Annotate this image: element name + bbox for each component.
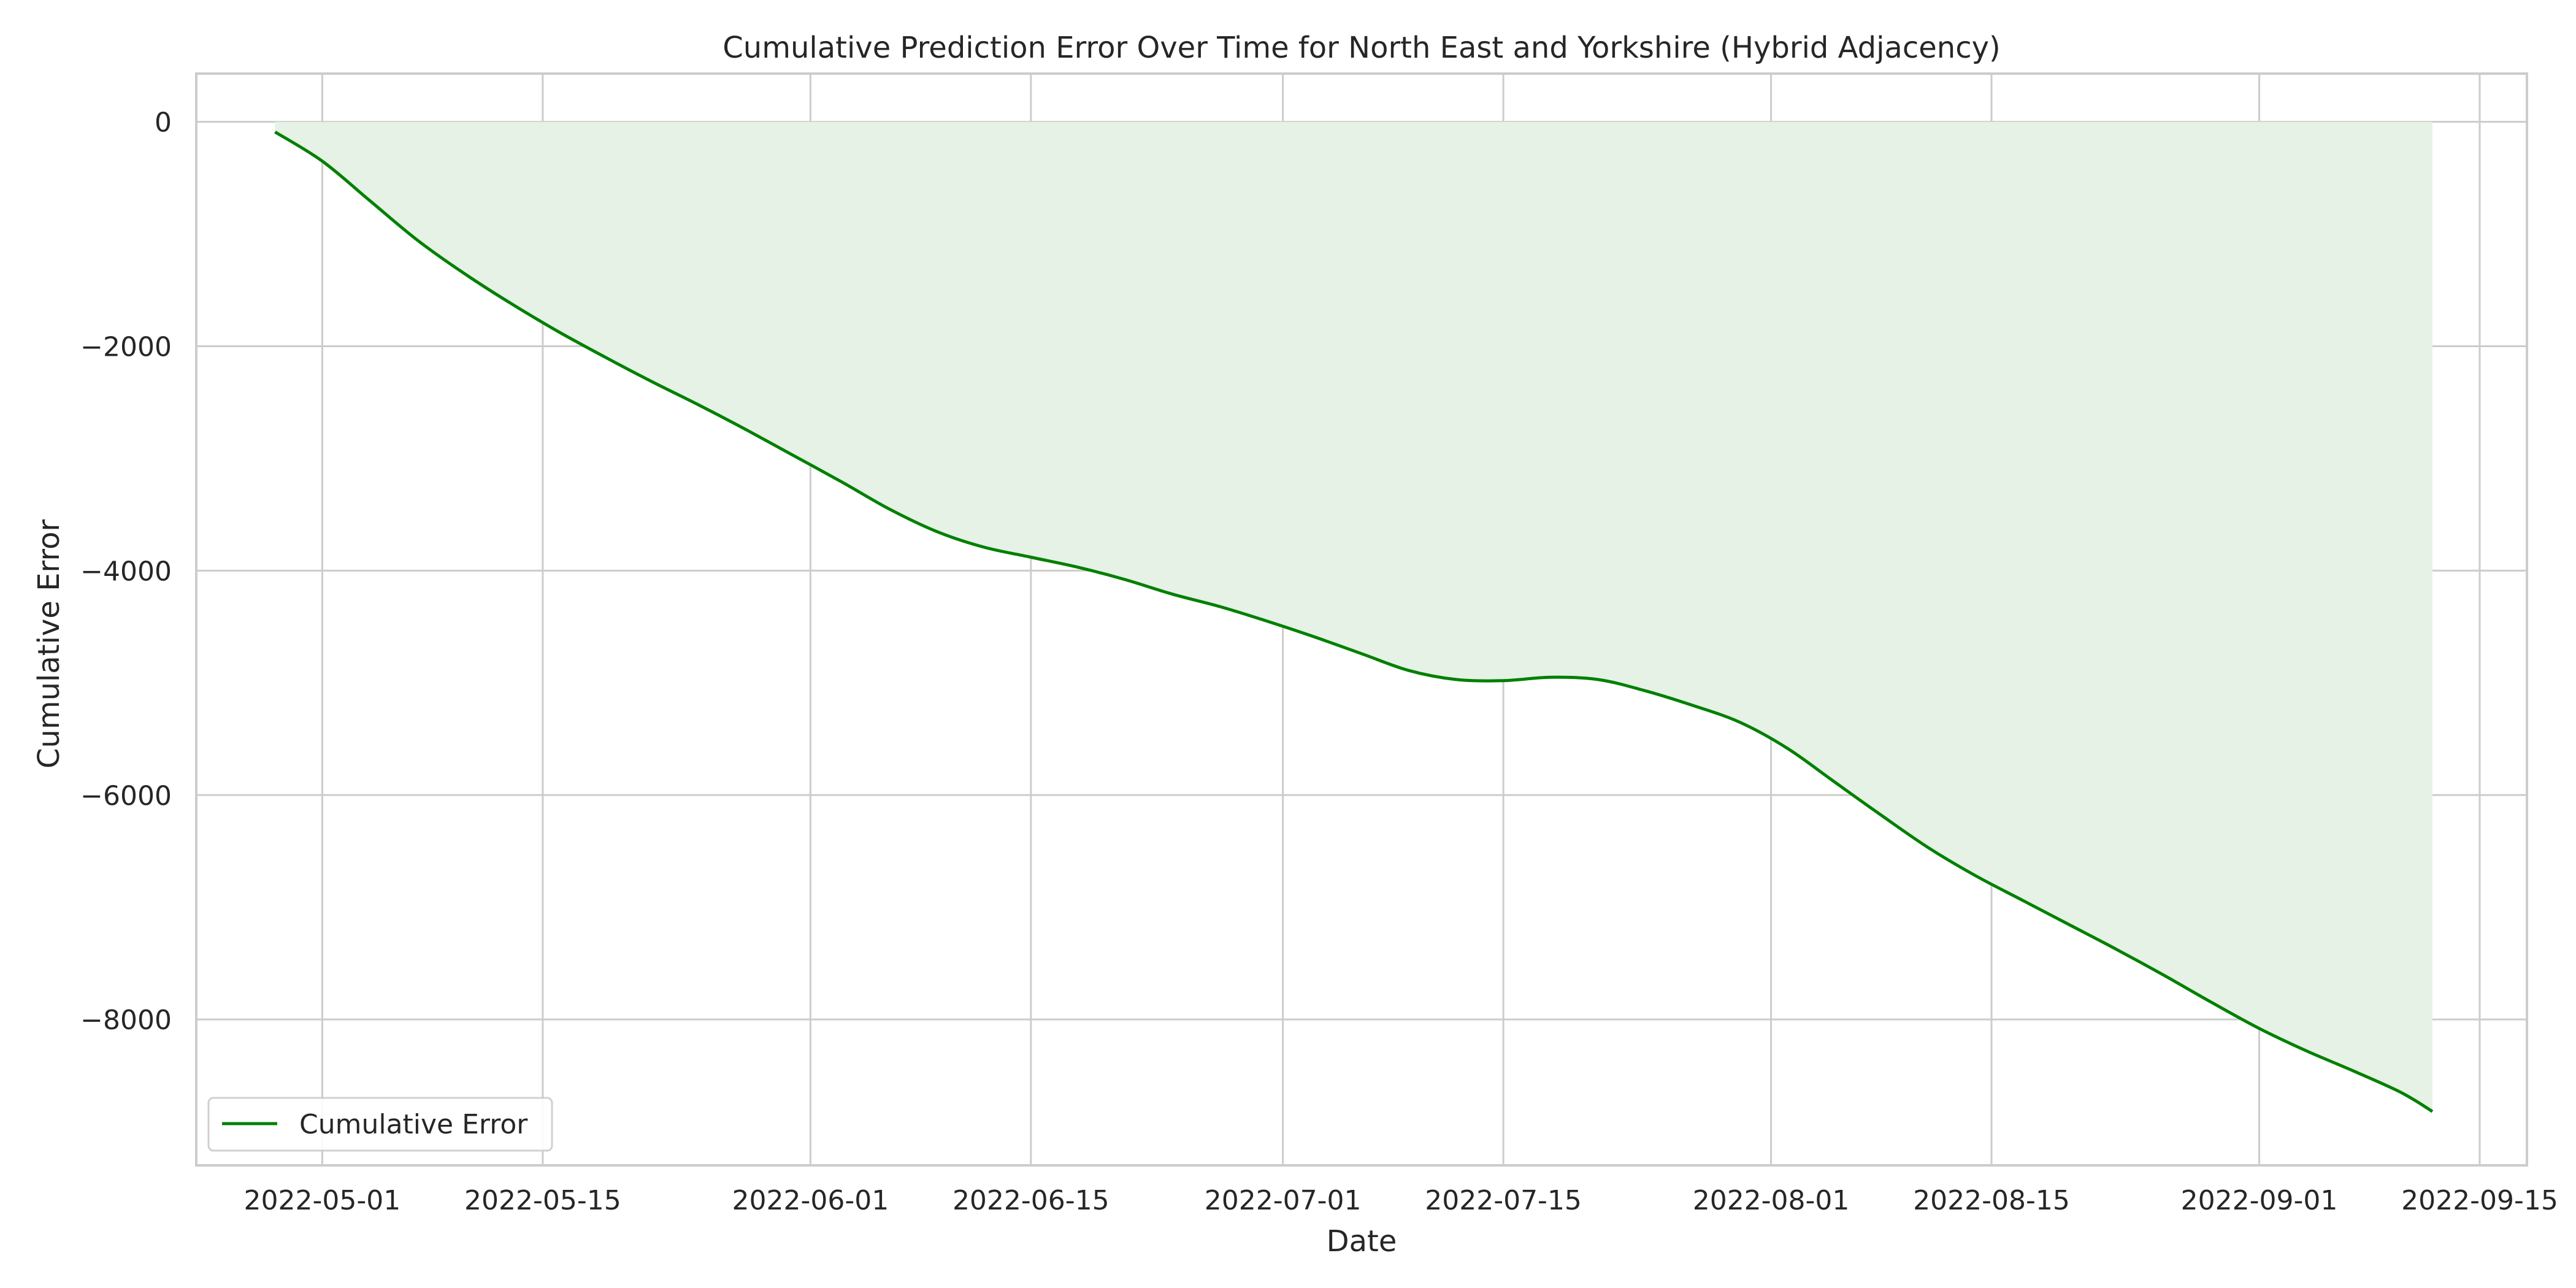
x-tick-label: 2022-08-15 bbox=[1913, 1185, 2070, 1216]
area-fill bbox=[275, 121, 2432, 1112]
x-axis-label: Date bbox=[1327, 1224, 1397, 1259]
chart-title: Cumulative Prediction Error Over Time fo… bbox=[723, 31, 2000, 65]
x-tick-label: 2022-05-15 bbox=[464, 1185, 621, 1216]
y-axis-label: Cumulative Error bbox=[32, 519, 66, 769]
x-tick-label: 2022-05-01 bbox=[244, 1185, 401, 1216]
y-tick-label: −6000 bbox=[80, 780, 172, 811]
legend-box bbox=[207, 1097, 553, 1152]
x-tick-label: 2022-07-01 bbox=[1205, 1185, 1362, 1216]
x-tick-label: 2022-09-01 bbox=[2181, 1185, 2338, 1216]
y-tick-label: −4000 bbox=[80, 556, 172, 587]
x-tick-label: 2022-06-15 bbox=[953, 1185, 1110, 1216]
series-line-cumulative-error bbox=[274, 130, 2434, 1113]
x-tick-label: 2022-07-15 bbox=[1425, 1185, 1582, 1216]
y-tick-labels: 0 −2000 −4000 −6000 −8000 bbox=[80, 107, 172, 1037]
x-tick-label: 2022-08-01 bbox=[1693, 1185, 1850, 1216]
y-tick-label: 0 bbox=[155, 107, 172, 139]
y-tick-label: −2000 bbox=[80, 332, 172, 363]
legend: Cumulative Error bbox=[207, 1097, 553, 1152]
x-tick-label: 2022-09-15 bbox=[2401, 1185, 2558, 1216]
legend-label: Cumulative Error bbox=[299, 1109, 528, 1140]
x-tick-labels: 2022-05-01 2022-05-15 2022-06-01 2022-06-15… bbox=[244, 1185, 2558, 1216]
x-tick-label: 2022-06-01 bbox=[732, 1185, 889, 1216]
y-tick-label: −8000 bbox=[80, 1005, 172, 1036]
plot-frame bbox=[195, 72, 2528, 1167]
